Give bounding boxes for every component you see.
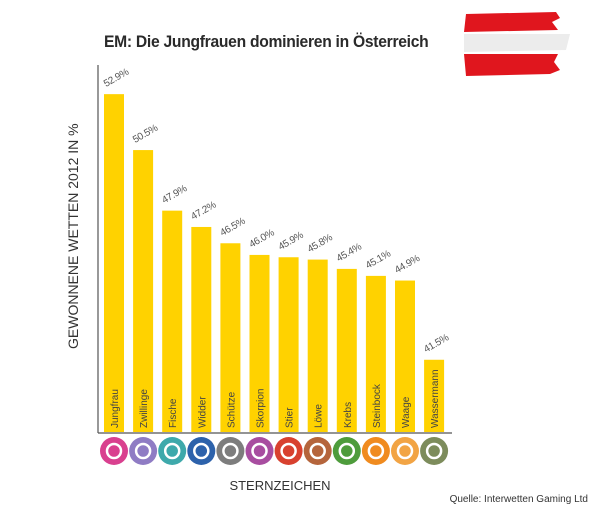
scorpio-icon-glyph [251, 442, 268, 460]
scorpio-icon [245, 437, 274, 465]
capricorn-icon-glyph [367, 442, 385, 460]
bar [249, 254, 270, 432]
aries-icon-glyph [193, 442, 210, 460]
data-label: 46.5% [218, 216, 247, 239]
category-label: Skorpion [256, 389, 267, 428]
pisces-icon-glyph [163, 442, 181, 460]
virgo-icon [100, 437, 128, 465]
data-label: 47.2% [189, 199, 218, 222]
category-label: Jungfrau [110, 389, 121, 428]
category-label: Zwillinge [139, 389, 150, 428]
data-label: 45.9% [277, 230, 306, 253]
category-label: Widder [197, 396, 208, 428]
data-label: 47.9% [160, 183, 189, 206]
gemini-icon [129, 437, 158, 465]
category-label: Wassermann [430, 369, 441, 428]
data-label: 41.5% [422, 332, 451, 355]
bar [365, 275, 386, 432]
taurus-icon [274, 437, 303, 465]
bar [133, 150, 154, 432]
category-label: Löwe [314, 404, 325, 428]
category-label: Krebs [343, 402, 354, 428]
capricorn-icon [361, 437, 390, 465]
sagittarius-icon [216, 437, 245, 465]
category-label: Waage [401, 396, 412, 428]
leo-icon-glyph [309, 442, 326, 460]
bar [104, 94, 124, 433]
aries-icon [187, 437, 216, 465]
aquarius-icon-glyph [425, 442, 443, 460]
data-label: 45.1% [364, 248, 393, 271]
bar [191, 226, 212, 432]
pisces-icon [158, 437, 187, 465]
data-label: 52.9% [102, 67, 131, 90]
category-label: Steinbock [372, 383, 383, 428]
leo-icon [303, 437, 332, 465]
data-label: 46.0% [248, 227, 277, 250]
bar [336, 268, 357, 432]
category-label: Schütze [226, 391, 237, 428]
bar [278, 257, 299, 432]
taurus-icon-glyph [280, 442, 297, 460]
data-label: 44.9% [393, 253, 422, 276]
bar [162, 210, 183, 432]
bars-group: Jungfrau 52.9% Zwillinge 50.5% Fische 47.9% Wi… [100, 67, 451, 465]
category-label: Fische [168, 398, 179, 428]
libra-icon-glyph [396, 442, 414, 460]
data-label: 50.5% [131, 123, 160, 146]
aquarius-icon [420, 437, 449, 465]
cancer-icon [332, 437, 361, 465]
cancer-icon-glyph [338, 442, 356, 460]
virgo-icon-glyph [105, 442, 123, 460]
bar [307, 259, 328, 432]
austria-flag-icon [464, 12, 570, 76]
x-axis-label: STERNZEICHEN [229, 478, 331, 493]
bar [424, 359, 445, 432]
gemini-icon-glyph [134, 442, 152, 460]
data-label: 45.4% [335, 241, 364, 264]
chart-title: EM: Die Jungfrauen dominieren in Österre… [104, 32, 429, 51]
bar [395, 280, 415, 432]
category-label: Stier [285, 407, 296, 428]
bar [220, 243, 241, 432]
libra-icon [391, 437, 419, 465]
source-note: Quelle: Interwetten Gaming Ltd [449, 494, 588, 505]
data-label: 45.8% [306, 232, 335, 255]
sagittarius-icon-glyph [222, 442, 239, 460]
